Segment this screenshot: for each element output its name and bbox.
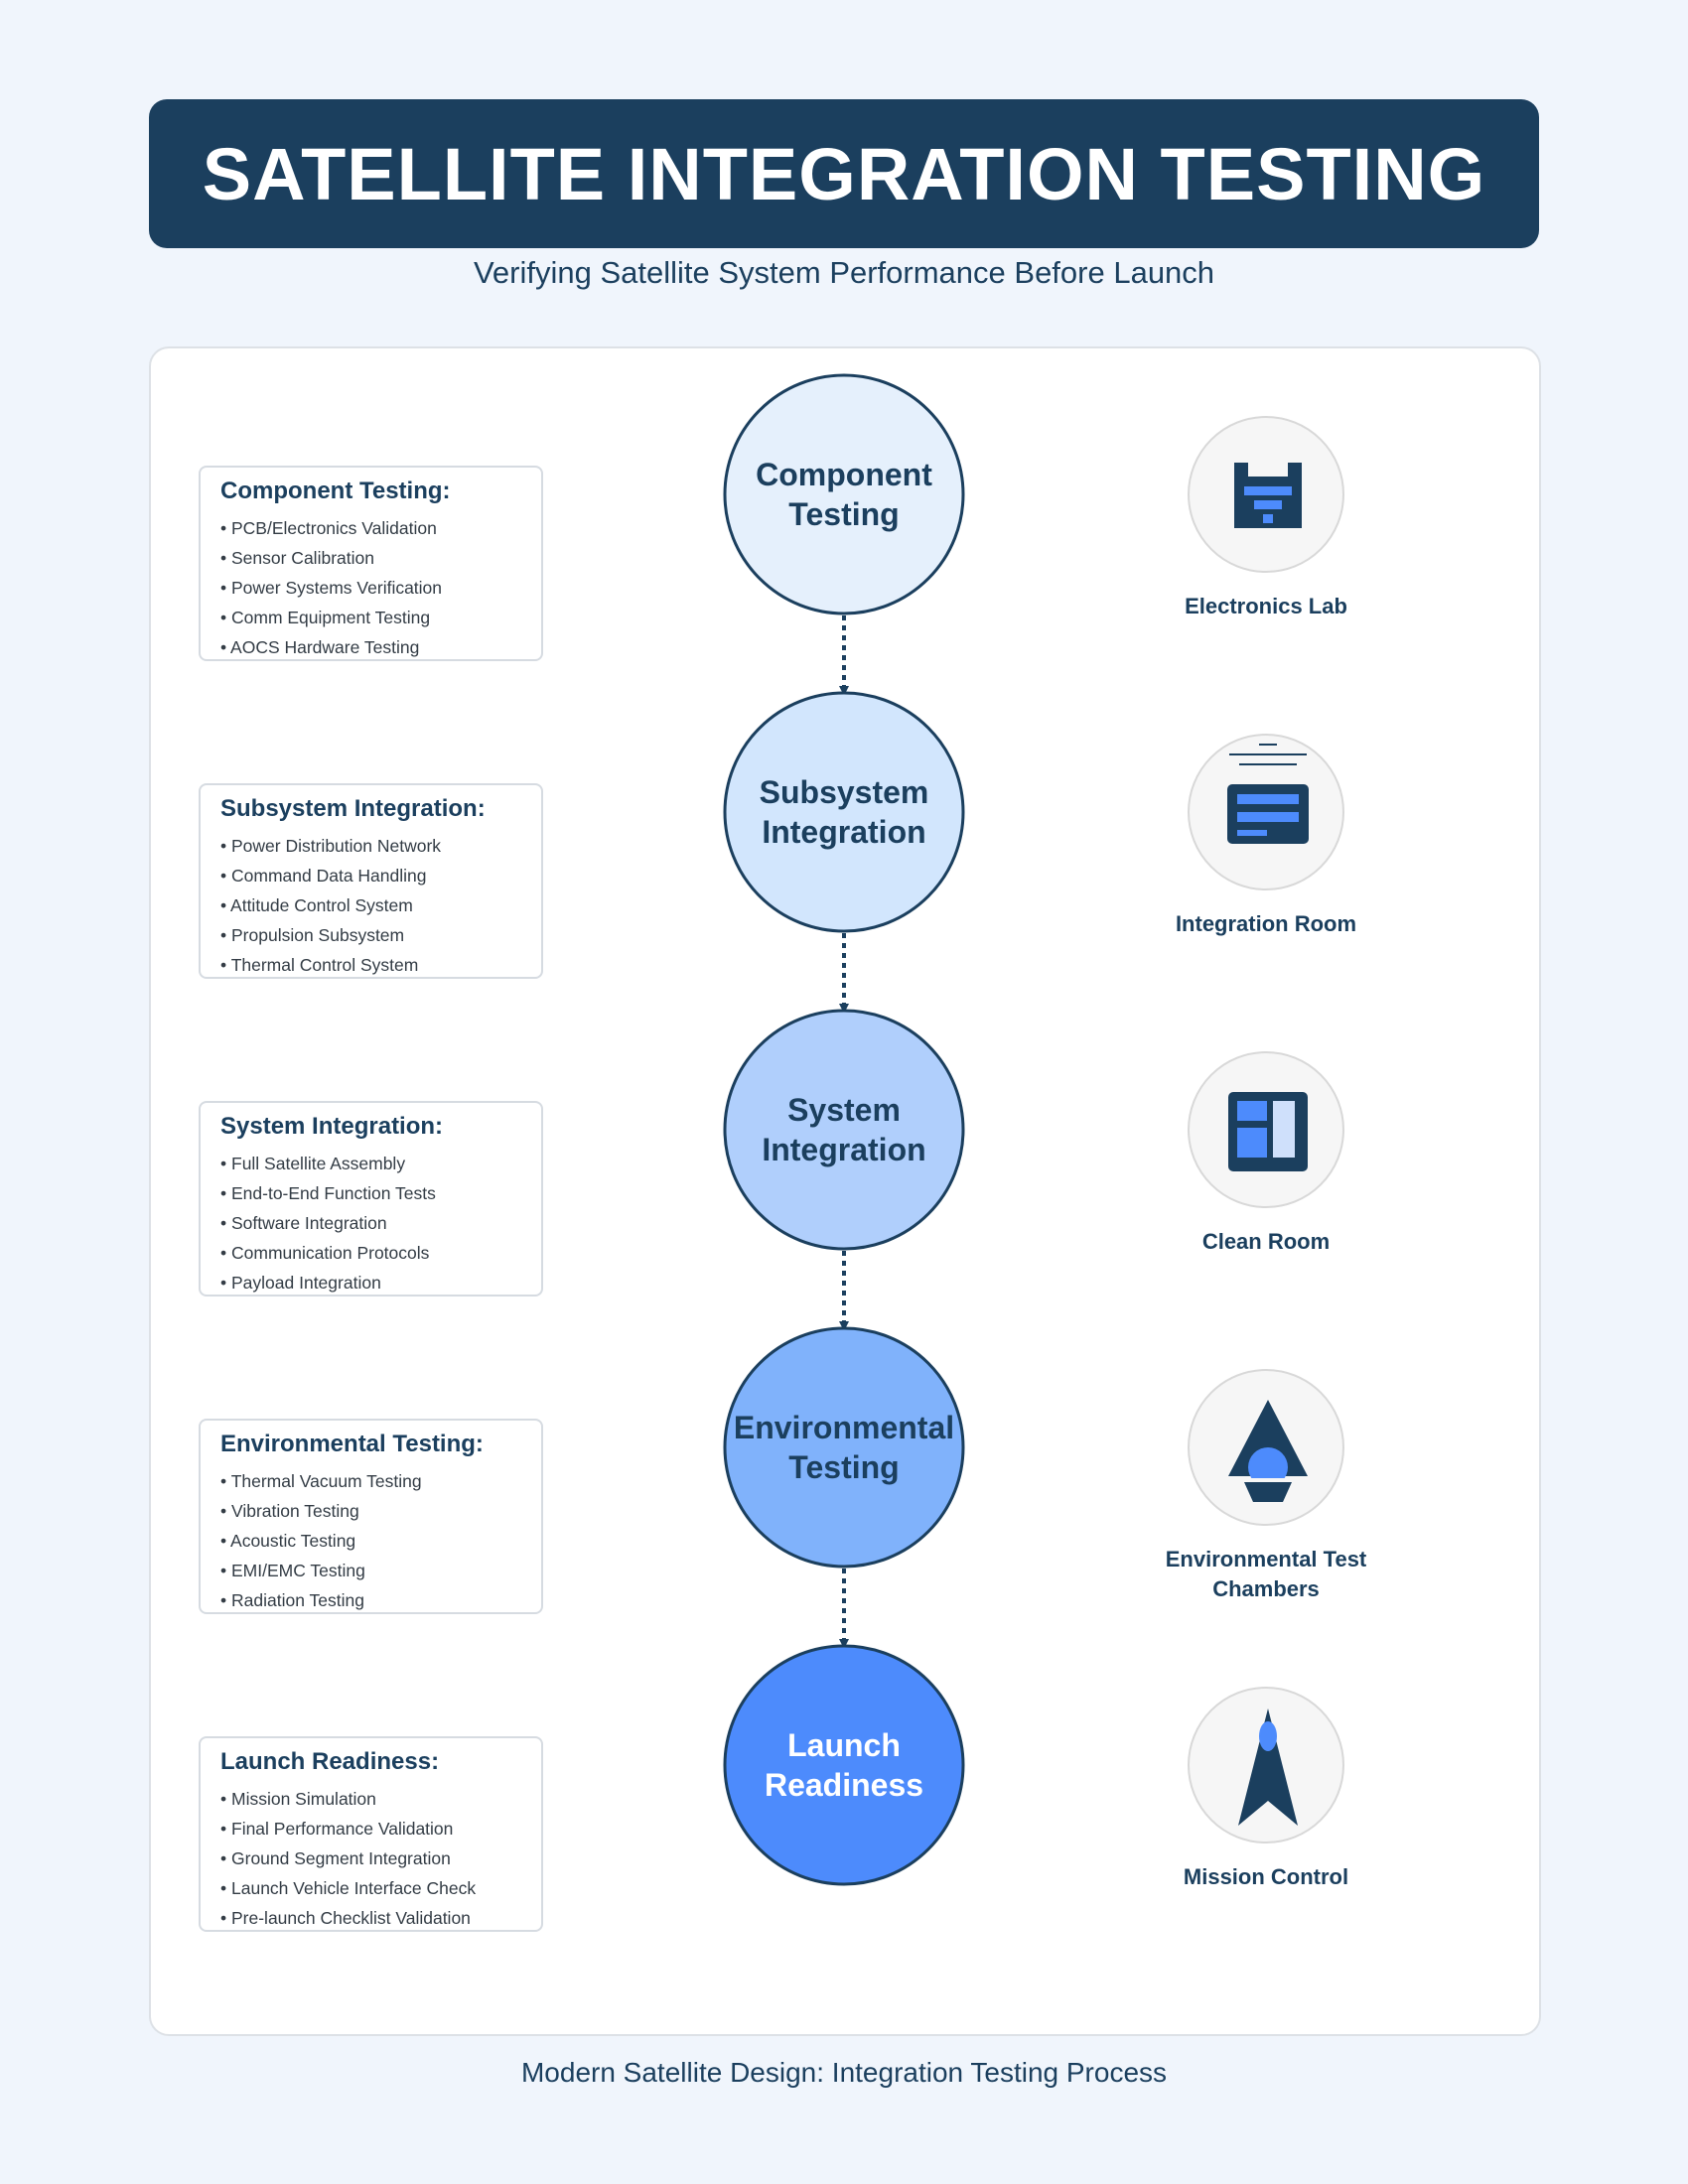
stage-details-box: Component Testing: PCB/Electronics Valida… <box>199 466 543 661</box>
facility-label-line: Integration Room <box>1175 911 1357 936</box>
stage-details-title: Launch Readiness: <box>220 1748 440 1775</box>
stage-label-line: Subsystem <box>759 774 929 810</box>
list-item: AOCS Hardware Testing <box>220 632 521 662</box>
electronics-lab-icon <box>1234 463 1302 528</box>
stage-label-line: Environmental <box>733 1410 955 1445</box>
facility-label: Clean Room <box>1117 1227 1415 1257</box>
stage-details-box: System Integration: Full Satellite Assemb… <box>199 1101 543 1297</box>
list-item: Thermal Control System <box>220 950 521 980</box>
environmental-chamber-icon <box>1225 1400 1311 1502</box>
list-item: Thermal Vacuum Testing <box>220 1466 521 1496</box>
stage-details-title: Subsystem Integration: <box>220 795 486 822</box>
list-item: Vibration Testing <box>220 1496 521 1526</box>
list-item: Launch Vehicle Interface Check <box>220 1873 521 1903</box>
stage-details-title: Environmental Testing: <box>220 1431 484 1457</box>
stage-details-title: Component Testing: <box>220 478 451 504</box>
title-banner: SATELLITE INTEGRATION TESTING <box>149 99 1539 248</box>
stage-label-line: Testing <box>788 496 900 532</box>
list-item: Propulsion Subsystem <box>220 920 521 950</box>
stage-label-line: Integration <box>762 814 926 850</box>
facility-icon-badge <box>1188 734 1344 890</box>
list-item: Full Satellite Assembly <box>220 1149 521 1178</box>
list-item: Comm Equipment Testing <box>220 603 521 632</box>
facility-label: Environmental Test Chambers <box>1117 1545 1415 1604</box>
stage-details-list: Thermal Vacuum TestingVibration TestingA… <box>220 1466 521 1615</box>
list-item: Power Distribution Network <box>220 831 521 861</box>
facility-label: Mission Control <box>1117 1862 1415 1892</box>
integration-room-icon <box>1227 744 1309 844</box>
stage-label-line: Component <box>756 457 932 492</box>
facility-icon-badge <box>1188 1687 1344 1843</box>
stage-label: Subsystem Integration <box>720 772 968 852</box>
facility-label-line: Chambers <box>1212 1576 1320 1601</box>
stage-circle <box>723 373 965 615</box>
stage-details-box: Launch Readiness: Mission SimulationFinal… <box>199 1736 543 1932</box>
stage-details-list: PCB/Electronics ValidationSensor Calibra… <box>220 513 521 662</box>
stage-label: Component Testing <box>720 455 968 534</box>
list-item: Sensor Calibration <box>220 543 521 573</box>
stage-details-box: Environmental Testing: Thermal Vacuum Tes… <box>199 1419 543 1614</box>
facility-label-line: Electronics Lab <box>1185 594 1347 618</box>
mission-control-icon <box>1238 1708 1298 1826</box>
stage-circle <box>723 1009 965 1251</box>
facility-label-line: Clean Room <box>1201 1229 1331 1254</box>
stage-label: Launch Readiness <box>720 1725 968 1805</box>
facility-label: Electronics Lab <box>1117 592 1415 621</box>
clean-room-icon <box>1228 1092 1308 1171</box>
list-item: Communication Protocols <box>220 1238 521 1268</box>
page-subtitle: Verifying Satellite System Performance B… <box>473 255 1215 290</box>
facility-icon-badge <box>1188 1051 1344 1208</box>
stage-details-box: Subsystem Integration: Power Distribution… <box>199 783 543 979</box>
stage-label-line: Testing <box>788 1449 900 1485</box>
facility-icon-badge <box>1188 416 1344 573</box>
list-item: Pre-launch Checklist Validation <box>220 1903 521 1933</box>
stage-label-line: Integration <box>762 1132 926 1167</box>
list-item: Final Performance Validation <box>220 1814 521 1843</box>
facility-icon-badge <box>1188 1369 1344 1526</box>
page-title: SATELLITE INTEGRATION TESTING <box>202 132 1486 215</box>
list-item: Payload Integration <box>220 1268 521 1297</box>
facility-label-line: Environmental Test <box>1165 1547 1367 1571</box>
stage-details-title: System Integration: <box>220 1113 444 1140</box>
stage-details-list: Mission SimulationFinal Performance Vali… <box>220 1784 521 1933</box>
stage-circle <box>723 691 965 933</box>
list-item: PCB/Electronics Validation <box>220 513 521 543</box>
list-item: Mission Simulation <box>220 1784 521 1814</box>
stage-circle <box>723 1644 965 1886</box>
list-item: Ground Segment Integration <box>220 1843 521 1873</box>
stage-label-line: Launch <box>787 1727 901 1763</box>
facility-label-line: Mission Control <box>1183 1864 1349 1889</box>
stage-label-line: Readiness <box>764 1767 924 1803</box>
stage-details-list: Full Satellite AssemblyEnd-to-End Functi… <box>220 1149 521 1297</box>
stage-label: Environmental Testing <box>720 1408 968 1487</box>
list-item: Power Systems Verification <box>220 573 521 603</box>
list-item: End-to-End Function Tests <box>220 1178 521 1208</box>
stage-label-line: System <box>787 1092 901 1128</box>
stage-details-list: Power Distribution NetworkCommand Data H… <box>220 831 521 980</box>
list-item: EMI/EMC Testing <box>220 1556 521 1585</box>
page-footer: Modern Satellite Design: Integration Tes… <box>520 2057 1168 2088</box>
list-item: Software Integration <box>220 1208 521 1238</box>
list-item: Acoustic Testing <box>220 1526 521 1556</box>
stage-label: System Integration <box>720 1090 968 1169</box>
list-item: Radiation Testing <box>220 1585 521 1615</box>
facility-label: Integration Room <box>1117 909 1415 939</box>
stage-circle <box>723 1326 965 1569</box>
list-item: Attitude Control System <box>220 890 521 920</box>
list-item: Command Data Handling <box>220 861 521 890</box>
